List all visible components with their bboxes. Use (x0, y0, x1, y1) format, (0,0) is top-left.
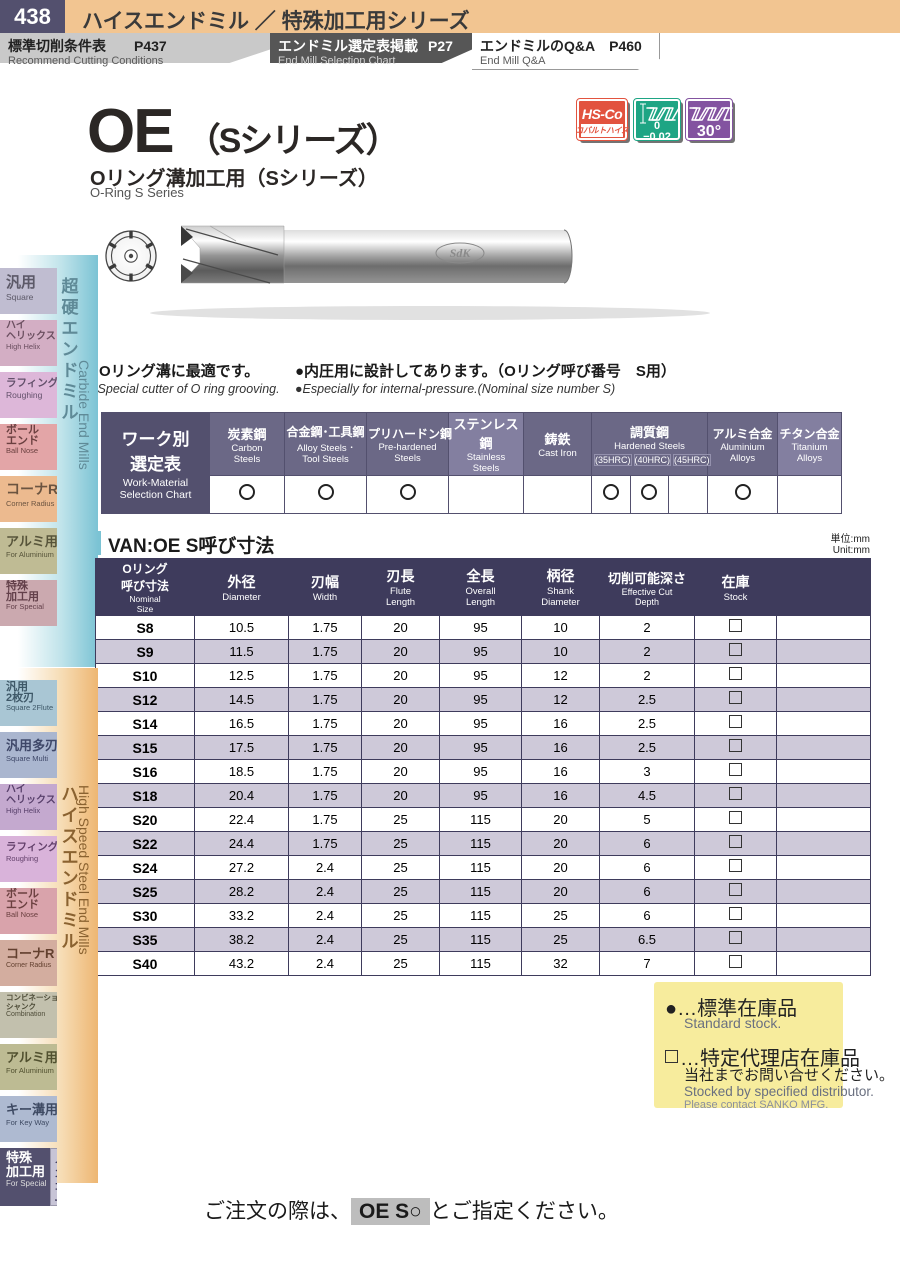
svg-text:SdK: SdK (450, 246, 472, 260)
